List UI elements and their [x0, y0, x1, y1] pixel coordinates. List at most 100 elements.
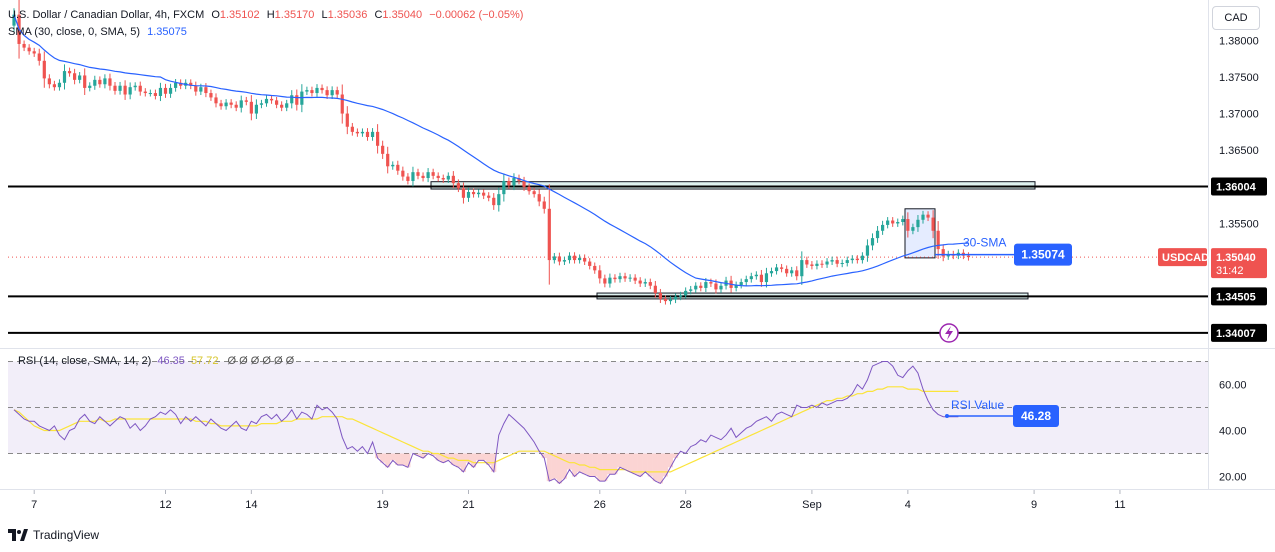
symbol-tag-bg	[1158, 248, 1207, 267]
candle-body	[628, 277, 632, 279]
candle-body	[865, 245, 870, 256]
candle-body	[689, 289, 693, 291]
candle-body	[330, 90, 334, 96]
candle-body	[840, 263, 844, 265]
rsi-tick-label: 60.00	[1219, 380, 1247, 392]
candle-body	[411, 172, 415, 181]
high-label: H	[266, 9, 275, 21]
candle-body	[290, 95, 294, 104]
candle-body	[598, 270, 602, 279]
currency-button[interactable]: CAD	[1212, 6, 1260, 30]
candle-body	[653, 285, 657, 294]
candle-body	[875, 230, 880, 239]
candle-body	[441, 178, 445, 180]
close-label: C	[374, 9, 383, 21]
time-tick-label: 9	[1031, 499, 1037, 511]
candle-body	[749, 276, 753, 280]
candle-body	[668, 299, 673, 302]
sma-value-text: 1.35074	[1021, 248, 1065, 262]
candle-body	[648, 282, 652, 286]
candle-body	[522, 180, 526, 187]
candle-body	[881, 224, 885, 231]
level-tag-2-bg	[1211, 323, 1267, 342]
time-tick-label: 21	[462, 499, 474, 511]
candle-body	[163, 87, 168, 94]
candle-body	[911, 227, 915, 231]
legend-price: U.S. Dollar / Canadian Dollar, 4h, FXCM …	[8, 9, 523, 21]
candle-body	[47, 78, 51, 85]
candle-body	[497, 194, 501, 206]
lightning-icon-bolt	[945, 326, 953, 340]
candle-body	[719, 285, 723, 290]
sma-value: 1.35075	[147, 26, 187, 38]
sma-value-box	[1014, 243, 1072, 266]
candle-body	[704, 282, 708, 288]
rsi-value: 46.35	[157, 355, 185, 367]
candle-body	[335, 90, 339, 95]
candle-body	[108, 78, 112, 86]
candle-body	[815, 263, 819, 266]
candle-body	[901, 219, 905, 222]
candle-body	[562, 260, 567, 262]
last-price-tag-bg	[1211, 248, 1267, 279]
candle-body	[623, 276, 627, 279]
candle-body	[588, 261, 592, 266]
candle-body	[27, 47, 31, 52]
candle-body	[12, 14, 16, 26]
candle-body	[891, 220, 895, 224]
candle-body	[275, 100, 279, 105]
candle-body	[764, 273, 769, 283]
price-tick-label: 1.37500	[1219, 72, 1259, 84]
candle-body	[557, 256, 561, 262]
open-label: O	[211, 9, 220, 21]
candle-body	[446, 175, 450, 180]
tradingview-logo[interactable]: TradingView	[8, 528, 99, 542]
candle-body	[613, 277, 617, 280]
candle-body	[168, 87, 173, 94]
candle-body	[133, 85, 137, 88]
sma-30-line	[13, 14, 969, 287]
axes-layer: 1.38000 1.37500 1.37000 1.36500 1.35500 60.00…	[31, 35, 1259, 511]
low-value: 1.35036	[327, 9, 368, 21]
candle-body	[280, 104, 284, 108]
candle-body	[416, 172, 420, 176]
candle-body	[88, 85, 92, 88]
candle-body	[754, 274, 758, 277]
legend-sma[interactable]: SMA (30, close, 0, SMA, 5) 1.35075	[8, 26, 187, 38]
candle-body	[759, 274, 763, 283]
price-tick-label: 1.35500	[1219, 218, 1259, 230]
candle-body	[401, 170, 405, 177]
candle-body	[426, 172, 430, 179]
time-tick-label: 11	[1114, 499, 1125, 511]
candle-body	[244, 100, 248, 102]
candle-body	[547, 208, 551, 261]
candle-body	[855, 258, 859, 261]
candle-body	[699, 285, 703, 288]
candle-body	[67, 71, 72, 74]
candle-body	[502, 180, 506, 195]
candle-body	[98, 79, 102, 85]
candle-body	[966, 255, 971, 258]
candle-body	[396, 164, 400, 171]
legend-rsi[interactable]: RSI (14, close, SMA, 14, 2) 46.35 57.72 …	[18, 355, 294, 367]
candle-body	[471, 191, 476, 195]
candle-body	[123, 85, 127, 95]
candle-body	[148, 93, 152, 95]
candle-body	[800, 260, 804, 277]
candle-body	[638, 280, 642, 284]
candle-body	[315, 87, 319, 94]
candle-body	[466, 191, 471, 198]
candle-body	[461, 188, 466, 198]
candle-body	[896, 221, 900, 224]
candle-body	[310, 90, 314, 94]
low-label: L	[321, 9, 328, 21]
time-tick-label: 19	[377, 499, 389, 511]
open-value: 1.35102	[219, 9, 260, 21]
last-price-countdown: 31:42	[1216, 265, 1244, 277]
change-value: −0.00062 (−0.05%)	[429, 9, 524, 21]
candle-body	[527, 186, 531, 192]
candle-body	[249, 101, 253, 114]
candle-body	[93, 79, 97, 86]
